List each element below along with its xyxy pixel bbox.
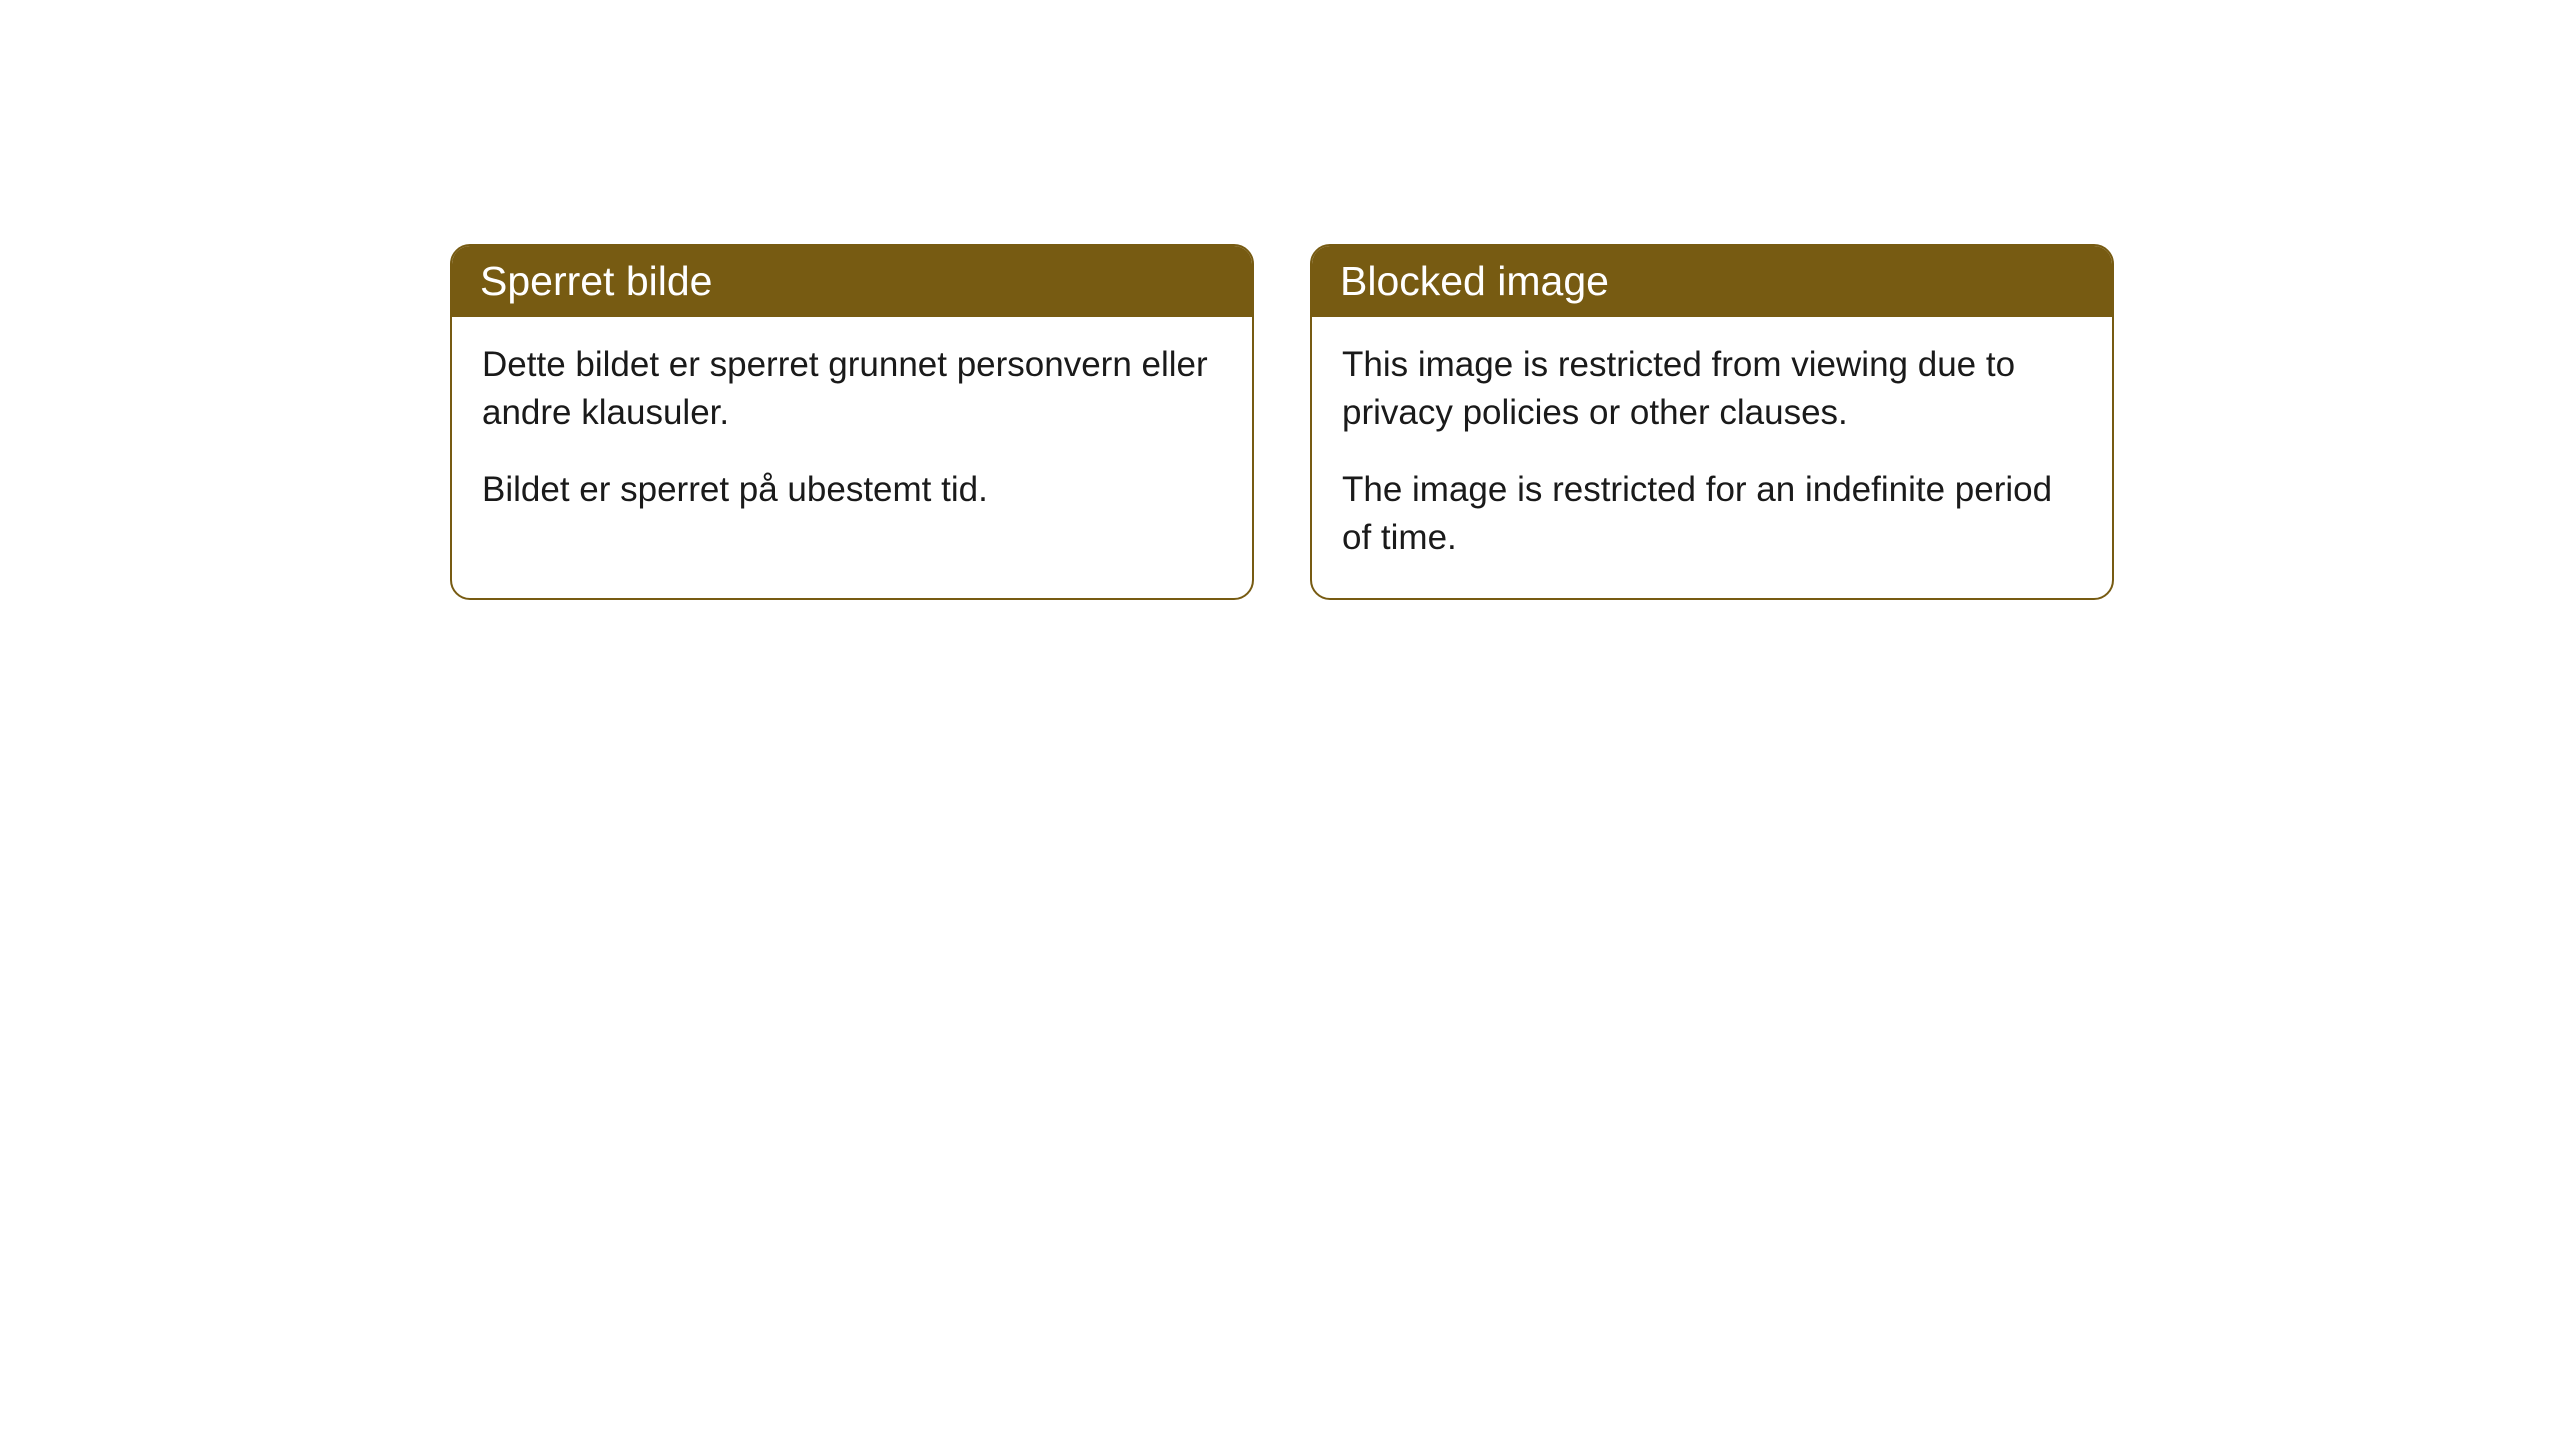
card-header: Blocked image (1312, 246, 2112, 317)
notice-cards-container: Sperret bilde Dette bildet er sperret gr… (450, 244, 2114, 600)
card-body: This image is restricted from viewing du… (1312, 317, 2112, 598)
card-title: Sperret bilde (480, 258, 712, 304)
notice-card-norwegian: Sperret bilde Dette bildet er sperret gr… (450, 244, 1254, 600)
card-paragraph: This image is restricted from viewing du… (1342, 341, 2082, 438)
notice-card-english: Blocked image This image is restricted f… (1310, 244, 2114, 600)
card-paragraph: Bildet er sperret på ubestemt tid. (482, 466, 1222, 514)
card-title: Blocked image (1340, 258, 1609, 304)
card-paragraph: Dette bildet er sperret grunnet personve… (482, 341, 1222, 438)
card-header: Sperret bilde (452, 246, 1252, 317)
card-paragraph: The image is restricted for an indefinit… (1342, 466, 2082, 563)
card-body: Dette bildet er sperret grunnet personve… (452, 317, 1252, 550)
